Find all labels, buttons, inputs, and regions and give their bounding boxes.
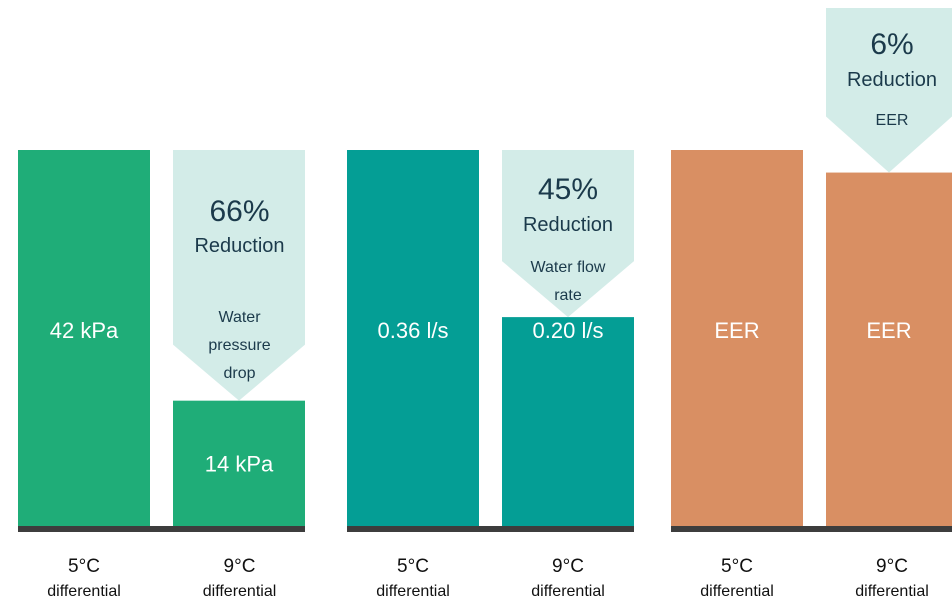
x-label-eer-5c: 5°C [721, 556, 753, 577]
bar-flow-9c [502, 317, 634, 526]
value-label-eer-5c: EER [714, 318, 759, 343]
value-label-flow-9c: 0.20 l/s [533, 318, 604, 343]
value-label-flow-5c: 0.36 l/s [378, 318, 449, 343]
panel-eer: EER EER 6% Reduction EER 5°C differentia… [671, 8, 952, 600]
bar-flow-5c [347, 150, 479, 526]
x-sublabel-eer-9c: differential [855, 583, 929, 600]
panel-pressure-drop: 42 kPa 14 kPa 66% Reduction Water pressu… [18, 150, 305, 600]
baseline-eer [671, 526, 952, 532]
bar-pressure-5c [18, 150, 150, 526]
bar-pressure-9c [173, 400, 305, 526]
x-sublabel-pressure-5c: differential [47, 583, 121, 600]
panel-flow-rate: 0.36 l/s 0.20 l/s 45% Reduction Water fl… [347, 150, 634, 600]
callout-reduction-pressure: Reduction [194, 235, 284, 257]
callout-desc-pressure-2: pressure [208, 337, 270, 354]
bar-eer-5c [671, 150, 803, 526]
bar-eer-9c [826, 172, 952, 526]
callout-arrow-flow [502, 150, 634, 318]
callout-desc-pressure-1: Water [218, 309, 261, 326]
baseline-flow [347, 526, 634, 532]
value-label-pressure-9c: 14 kPa [205, 451, 274, 476]
callout-desc-eer-1: EER [876, 112, 909, 129]
callout-arrow-eer [826, 8, 952, 173]
x-label-eer-9c: 9°C [876, 556, 908, 577]
x-label-pressure-9c: 9°C [224, 556, 256, 577]
callout-desc-pressure-3: drop [223, 365, 255, 382]
x-sublabel-flow-9c: differential [531, 583, 605, 600]
callout-reduction-flow: Reduction [523, 214, 613, 236]
x-label-pressure-5c: 5°C [68, 556, 100, 577]
baseline-pressure [18, 526, 305, 532]
x-sublabel-flow-5c: differential [376, 583, 450, 600]
callout-desc-flow-1: Water flow [531, 259, 606, 276]
callout-desc-flow-2: rate [554, 287, 582, 304]
callout-percent-pressure: 66% [209, 195, 269, 228]
callout-reduction-eer: Reduction [847, 69, 937, 91]
value-label-pressure-5c: 42 kPa [50, 318, 119, 343]
x-label-flow-9c: 9°C [552, 556, 584, 577]
value-label-eer-9c: EER [866, 318, 911, 343]
callout-percent-flow: 45% [538, 173, 598, 206]
x-sublabel-eer-5c: differential [700, 583, 774, 600]
callout-arrow-pressure [173, 150, 305, 401]
callout-percent-eer: 6% [870, 28, 913, 61]
x-sublabel-pressure-9c: differential [203, 583, 277, 600]
x-label-flow-5c: 5°C [397, 556, 429, 577]
